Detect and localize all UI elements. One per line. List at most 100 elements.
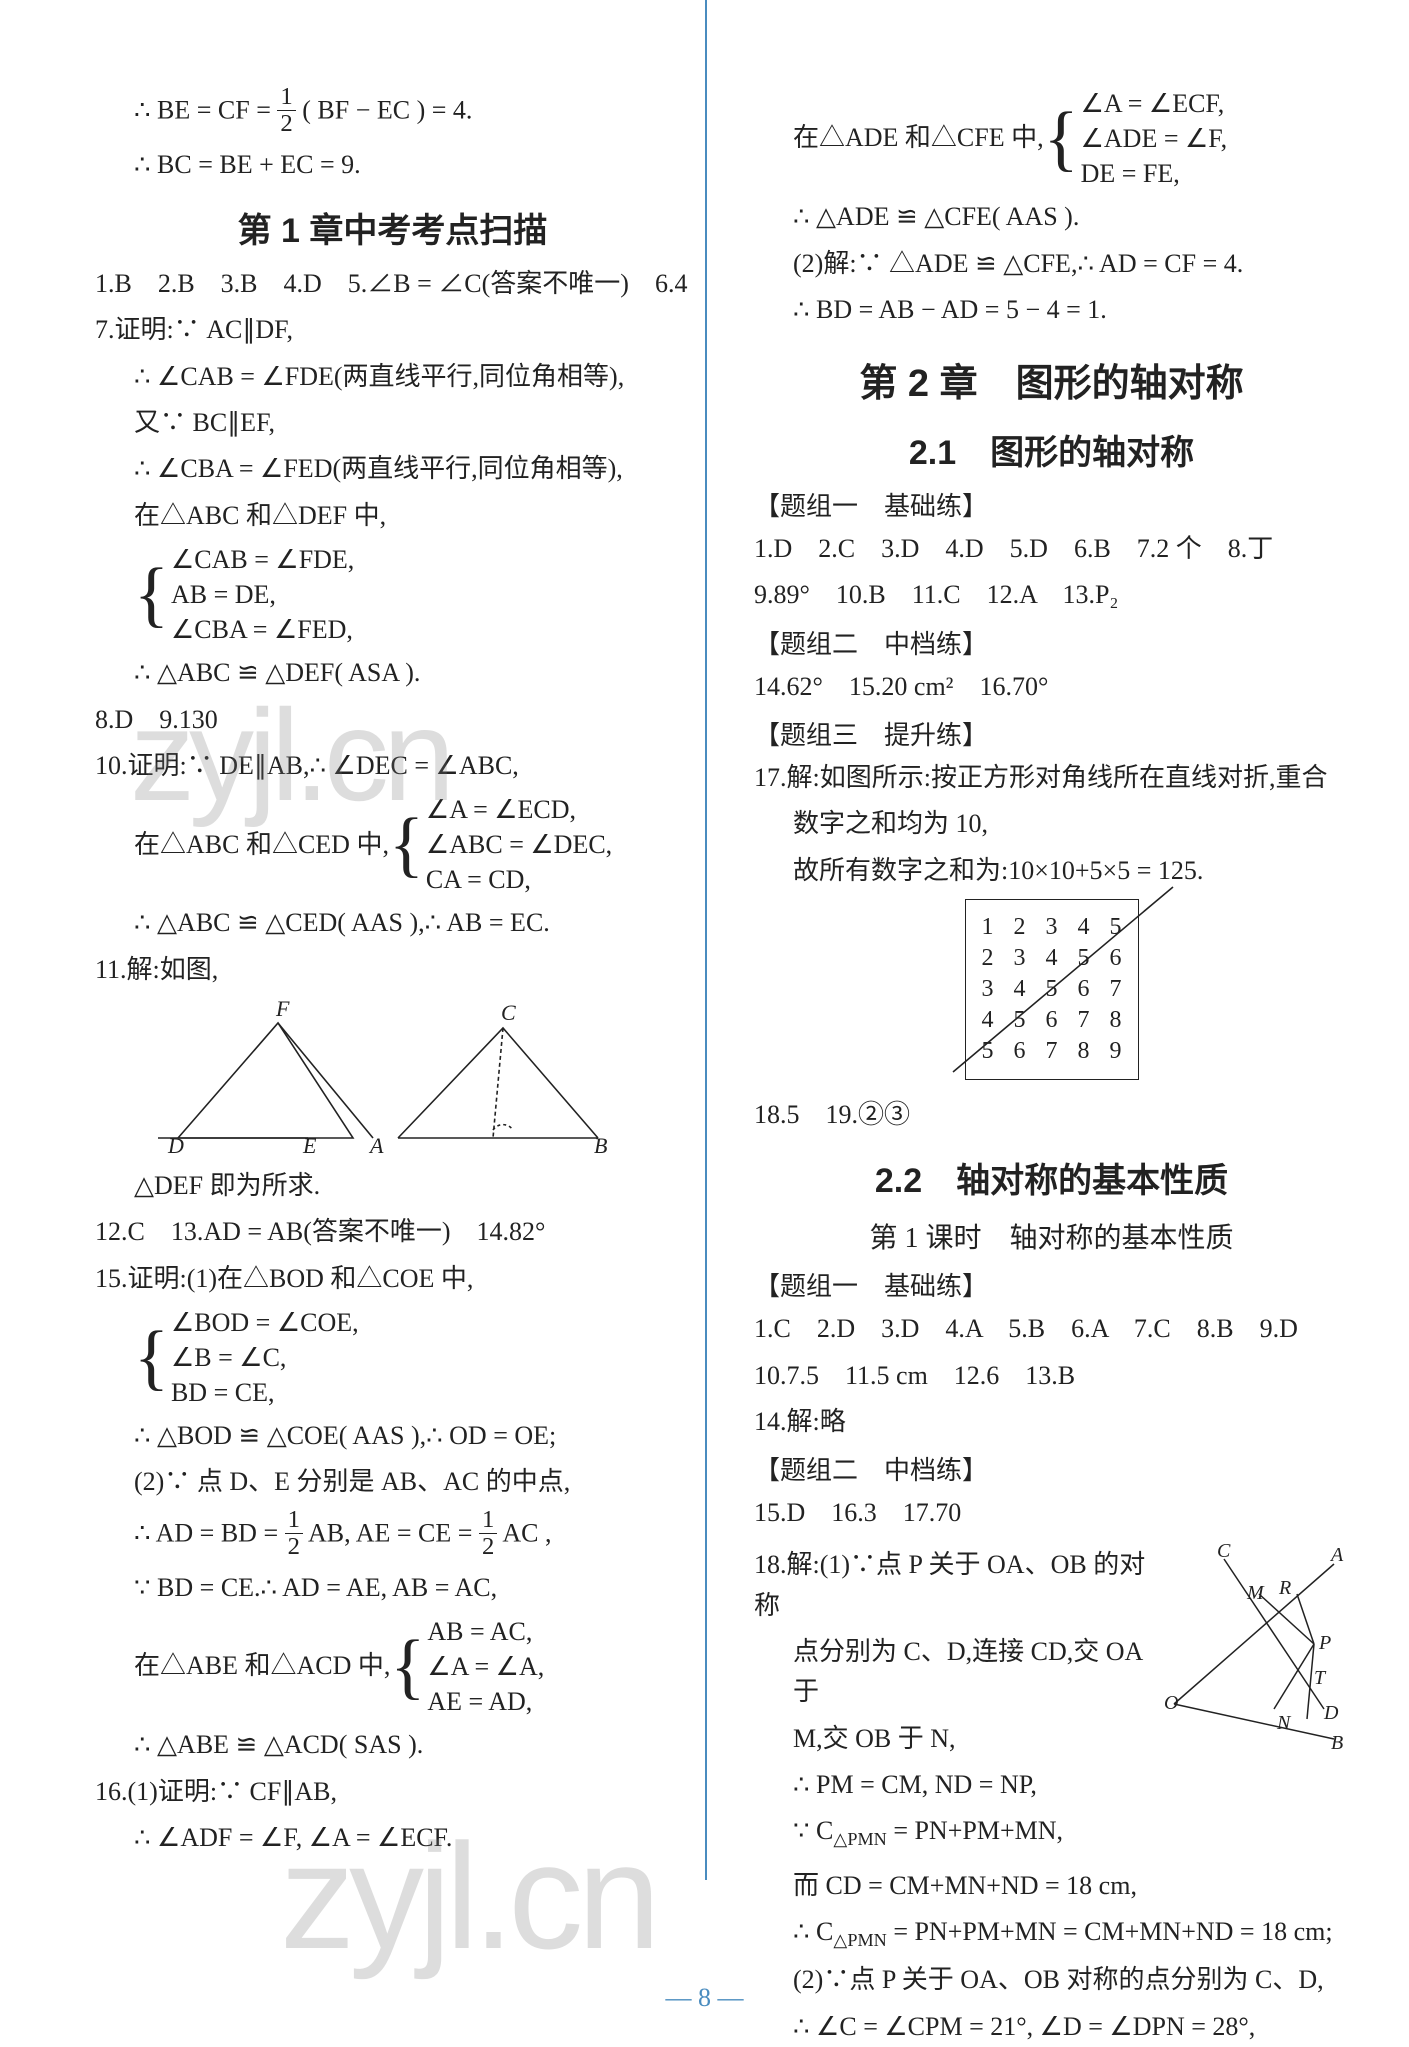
brace-line: ∠BOD = ∠COE, <box>171 1305 359 1340</box>
text-line: ∴ △ABC ≌ △DEF( ASA ). <box>95 653 690 693</box>
svg-text:C: C <box>1217 1540 1231 1562</box>
text-line: ∴ AD = BD = 1 2 AB, AE = CE = 1 2 AC , <box>95 1509 690 1562</box>
text-line: 11.解:如图, <box>95 950 690 990</box>
label-A: A <box>368 1133 384 1158</box>
text-line: 10.7.5 11.5 cm 12.6 13.B <box>754 1356 1349 1396</box>
group-heading: 【题组一 基础练】 <box>754 486 1349 523</box>
chapter-heading: 第 1 章中考考点扫描 <box>95 203 690 252</box>
text-line: 17.解:如图所示:按正方形对角线所在直线对折,重合 <box>754 758 1349 798</box>
text-with-figure: 18.解:(1)∵点 P 关于 OA、OB 的对称 点分别为 C、D,连接 CD… <box>754 1539 1349 1859</box>
brace-line: ∠A = ∠ECF, <box>1081 86 1228 121</box>
text-line: ∴ △ABE ≌ △ACD( SAS ). <box>95 1725 690 1765</box>
left-brace-icon: { <box>134 1321 169 1394</box>
text-line: ∴ △BOD ≌ △COE( AAS ),∴ OD = OE; <box>95 1416 690 1456</box>
brace-line: ∠CBA = ∠FED, <box>171 612 354 647</box>
brace-line: ∠ABC = ∠DEC, <box>426 827 612 862</box>
text-line: ∴ ∠CAB = ∠FDE(两直线平行,同位角相等), <box>95 357 690 397</box>
text-line: (2)∵点 P 关于 OA、OB 对称的点分别为 C、D, <box>754 1960 1349 2000</box>
left-brace-icon: { <box>390 1630 425 1703</box>
text-line: ∵ C△PMN = PN+PM+MN, <box>754 1811 1159 1853</box>
brace-system: 在△ABE 和△ACD 中, { AB = AC, ∠A = ∠A, AE = … <box>95 1614 690 1719</box>
page-number: — 8 — <box>666 1983 744 2013</box>
text-line: 16.(1)证明:∵ CF∥AB, <box>95 1772 690 1812</box>
text: ∴ BE = CF = <box>134 95 277 124</box>
text: 在△ABE 和△ACD 中, <box>134 1646 390 1686</box>
subsection-heading: 第 1 课时 轴对称的基本性质 <box>754 1216 1349 1256</box>
geometry-figure-2: O A B C D P R T M N <box>1159 1539 1349 1749</box>
text-line: 14.62° 15.20 cm² 16.70° <box>754 667 1349 707</box>
text-line: ∴ ∠CBA = ∠FED(两直线平行,同位角相等), <box>95 449 690 489</box>
chapter-heading-major: 第 2 章 图形的轴对称 <box>754 352 1349 407</box>
figure-caption: △DEF 即为所求. <box>95 1166 690 1206</box>
triangles-svg: D E F A B C <box>158 998 628 1158</box>
brace-system: 在△ADE 和△CFE 中, { ∠A = ∠ECF, ∠ADE = ∠F, D… <box>754 86 1349 191</box>
text-line: 又∵ BC∥EF, <box>95 403 690 443</box>
text-line: 8.D 9.130 <box>95 700 690 740</box>
brace-line: AB = AC, <box>427 1614 544 1649</box>
text-line: ∴ BE = CF = 1 2 ( BF − EC ) = 4. <box>95 86 690 139</box>
text-line: M,交 OB 于 N, <box>754 1719 1159 1759</box>
brace-line: DE = FE, <box>1081 156 1228 191</box>
brace-line: BD = CE, <box>171 1375 359 1410</box>
brace-system: { ∠BOD = ∠COE, ∠B = ∠C, BD = CE, <box>95 1305 690 1410</box>
text-line: 18.5 19.②③ <box>754 1095 1349 1135</box>
text-line: 9.89° 10.B 11.C 12.A 13.P₂ <box>754 575 1349 615</box>
text-line: 故所有数字之和为:10×10+5×5 = 125. <box>754 851 1349 891</box>
text: ∴ AD = BD = <box>134 1518 285 1547</box>
text-line: ∵ BD = CE.∴ AD = AE, AB = AC, <box>95 1568 690 1608</box>
text-line: ∴ C△PMN = PN+PM+MN = CM+MN+ND = 18 cm; <box>754 1912 1349 1954</box>
text: AC , <box>502 1518 551 1547</box>
text-line: 10.证明:∵ DE∥AB,∴ ∠DEC = ∠ABC, <box>95 746 690 786</box>
brace-system: { ∠CAB = ∠FDE, AB = DE, ∠CBA = ∠FED, <box>95 542 690 647</box>
text: 在△ADE 和△CFE 中, <box>793 118 1044 158</box>
left-column: ∴ BE = CF = 1 2 ( BF − EC ) = 4. ∴ BC = … <box>95 80 722 1960</box>
magic-square-table: 12345 23456 34567 45678 56789 <box>972 912 1132 1067</box>
text-line: ∴ △ADE ≌ △CFE( AAS ). <box>754 197 1349 237</box>
group-heading: 【题组三 提升练】 <box>754 715 1349 752</box>
text-line: 1.B 2.B 3.B 4.D 5.∠B = ∠C(答案不唯一) 6.4 <box>95 264 690 304</box>
fraction-half: 1 2 <box>479 1507 497 1560</box>
label-F: F <box>275 998 290 1021</box>
text-line: (2)解:∵ △ADE ≌ △CFE,∴ AD = CF = 4. <box>754 244 1349 284</box>
fraction-half: 1 2 <box>277 84 295 137</box>
text-line: ∴ BD = AB − AD = 5 − 4 = 1. <box>754 290 1349 330</box>
brace-line: ∠A = ∠A, <box>427 1649 544 1684</box>
text-line: ∴ ∠ADF = ∠F, ∠A = ∠ECF. <box>95 1818 690 1858</box>
svg-text:M: M <box>1246 1582 1265 1604</box>
left-brace-icon: { <box>1044 102 1079 175</box>
text-line: 数字之和均为 10, <box>754 804 1349 844</box>
text-line: ∴ △ABC ≌ △CED( AAS ),∴ AB = EC. <box>95 903 690 943</box>
text: AB, AE = CE = <box>308 1518 479 1547</box>
text-line: 而 CD = CM+MN+ND = 18 cm, <box>754 1866 1349 1906</box>
svg-text:R: R <box>1278 1577 1291 1599</box>
left-brace-icon: { <box>389 808 424 881</box>
magic-square-figure: 12345 23456 34567 45678 56789 <box>754 899 1349 1087</box>
text-line: 15.D 16.3 17.70 <box>754 1493 1349 1533</box>
two-column-layout: ∴ BE = CF = 1 2 ( BF − EC ) = 4. ∴ BC = … <box>95 80 1349 1960</box>
svg-text:B: B <box>1331 1732 1343 1749</box>
text-line: 点分别为 C、D,连接 CD,交 OA 于 <box>754 1632 1159 1713</box>
section-heading: 2.1 图形的轴对称 <box>754 425 1349 474</box>
brace-line: ∠A = ∠ECD, <box>426 792 612 827</box>
brace-line: ∠B = ∠C, <box>171 1340 359 1375</box>
fraction-half: 1 2 <box>285 1507 303 1560</box>
label-B: B <box>594 1133 607 1158</box>
svg-text:T: T <box>1314 1667 1327 1689</box>
brace-line: CA = CD, <box>426 862 612 897</box>
text-line: 15.证明:(1)在△BOD 和△COE 中, <box>95 1259 690 1299</box>
svg-text:A: A <box>1329 1544 1344 1566</box>
label-E: E <box>302 1133 317 1158</box>
text: ( BF − EC ) = 4. <box>302 95 472 124</box>
group-heading: 【题组一 基础练】 <box>754 1266 1349 1303</box>
svg-text:D: D <box>1323 1702 1339 1724</box>
text-line: 18.解:(1)∵点 P 关于 OA、OB 的对称 <box>754 1545 1159 1626</box>
svg-text:P: P <box>1318 1632 1331 1654</box>
left-brace-icon: { <box>134 558 169 631</box>
right-column: 在△ADE 和△CFE 中, { ∠A = ∠ECF, ∠ADE = ∠F, D… <box>722 80 1349 1960</box>
geometry-figure-1: D E F A B C <box>95 998 690 1158</box>
svg-text:O: O <box>1164 1692 1178 1714</box>
text-line: 在△ABC 和△DEF 中, <box>95 496 690 536</box>
text-line: 12.C 13.AD = AB(答案不唯一) 14.82° <box>95 1212 690 1252</box>
label-C: C <box>501 1000 516 1025</box>
text-line: ∴ BC = BE + EC = 9. <box>95 145 690 185</box>
